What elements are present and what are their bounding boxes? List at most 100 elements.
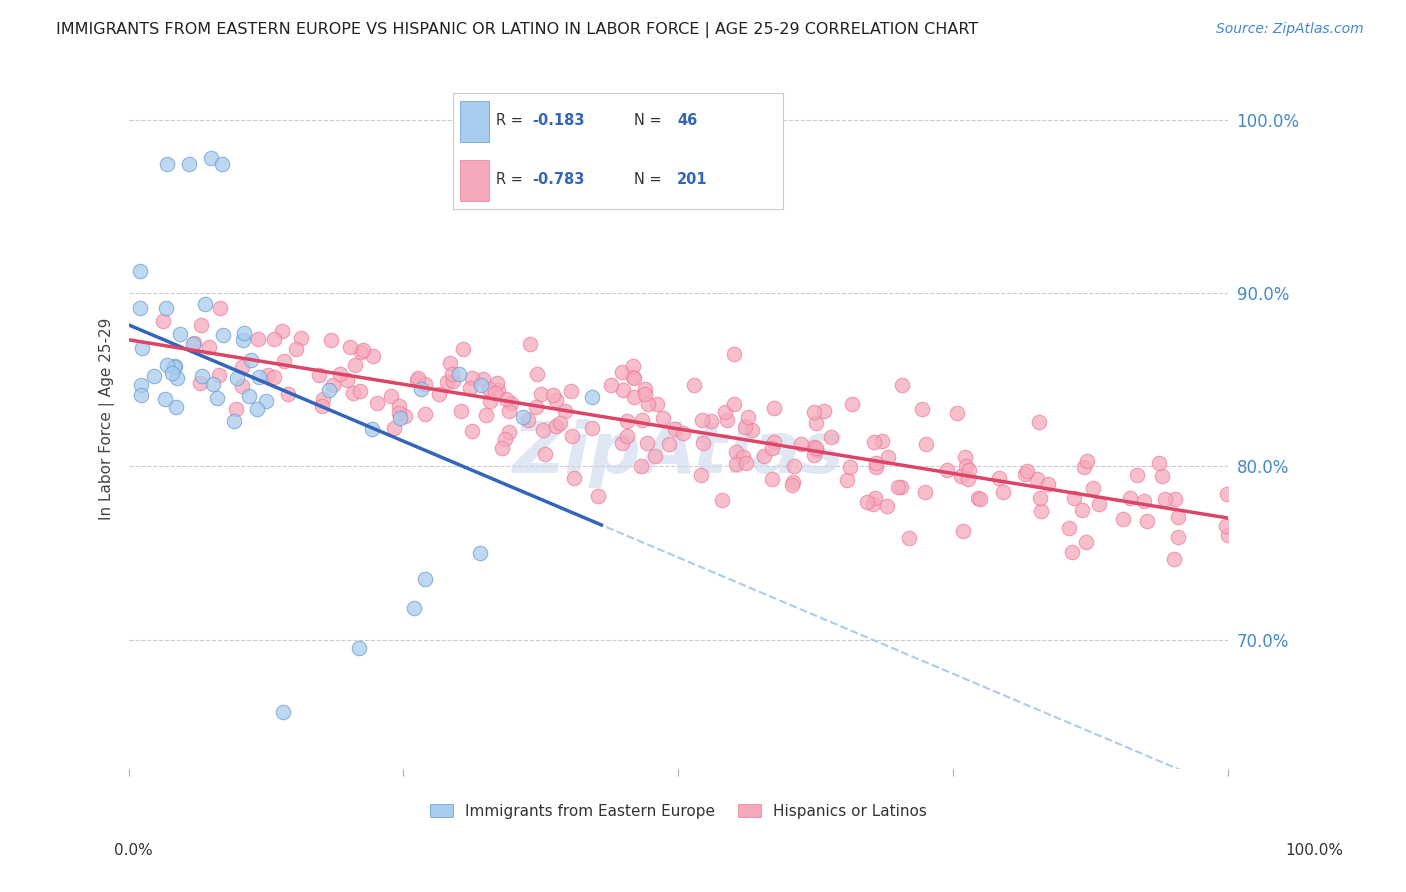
Point (763, 401, 786, 416)
Point (271, 705, 294, 719)
Point (129, 388, 152, 402)
Point (201, 376, 224, 391)
Point (190, 318, 212, 332)
Point (761, 472, 783, 486)
Point (290, 331, 312, 345)
Point (782, 475, 804, 490)
Point (388, 407, 411, 421)
Point (128, 301, 150, 315)
Point (472, 371, 495, 385)
Point (501, 395, 523, 409)
Point (935, 463, 957, 477)
Point (610, 366, 633, 380)
Point (658, 437, 681, 451)
Point (461, 371, 484, 385)
Point (1081, 481, 1104, 495)
Point (957, 462, 980, 476)
Point (1063, 491, 1085, 505)
Point (363, 349, 385, 363)
Point (1164, 492, 1187, 507)
Point (644, 449, 666, 463)
Point (162, 366, 184, 380)
Point (447, 368, 470, 382)
Point (153, 392, 176, 406)
Point (957, 472, 980, 486)
Point (339, 340, 361, 354)
Point (762, 434, 785, 449)
Point (541, 388, 564, 402)
Point (803, 440, 825, 454)
Point (1133, 493, 1156, 508)
Point (789, 437, 811, 451)
Point (952, 524, 974, 538)
Point (634, 382, 657, 396)
Point (735, 456, 758, 470)
Point (329, 368, 352, 382)
Point (690, 467, 713, 482)
Point (710, 492, 733, 507)
Point (612, 383, 634, 397)
Text: 0.0%: 0.0% (114, 843, 153, 858)
Point (1150, 469, 1173, 483)
Point (1147, 456, 1170, 470)
Point (156, 358, 179, 372)
Point (692, 435, 714, 450)
Point (731, 450, 754, 465)
Point (1028, 491, 1050, 505)
Point (839, 459, 862, 474)
Point (318, 383, 340, 397)
Point (877, 450, 900, 464)
Point (988, 471, 1011, 485)
Point (389, 410, 412, 425)
Point (415, 572, 437, 586)
Point (872, 434, 894, 448)
Point (804, 441, 827, 455)
Point (475, 409, 498, 423)
Point (945, 406, 967, 420)
Point (478, 393, 501, 408)
Point (1119, 491, 1142, 505)
Point (460, 424, 482, 438)
Point (725, 457, 748, 471)
Point (232, 333, 254, 347)
Point (754, 449, 776, 463)
Point (491, 441, 513, 455)
Point (512, 410, 534, 425)
Point (406, 371, 429, 385)
Point (544, 392, 567, 407)
Point (621, 359, 644, 373)
Point (181, 337, 204, 351)
Point (311, 399, 333, 413)
Point (863, 491, 886, 505)
Point (166, 371, 188, 385)
Point (991, 484, 1014, 499)
Point (198, 340, 221, 354)
Point (955, 458, 977, 473)
Point (623, 371, 645, 385)
Point (636, 435, 658, 450)
Point (1167, 510, 1189, 524)
Point (915, 437, 938, 451)
Point (887, 480, 910, 494)
Point (406, 373, 429, 387)
Point (285, 342, 308, 356)
Point (486, 383, 509, 397)
Point (890, 377, 912, 392)
Point (322, 378, 344, 392)
Point (803, 405, 825, 419)
Point (484, 385, 506, 400)
Point (516, 413, 538, 427)
Point (600, 377, 623, 392)
Point (429, 386, 451, 401)
Point (623, 390, 645, 404)
Point (1057, 521, 1080, 535)
Point (239, 353, 262, 368)
Point (208, 301, 231, 315)
Point (1074, 534, 1097, 549)
Point (1154, 491, 1177, 506)
Point (188, 376, 211, 390)
Point (616, 429, 638, 443)
Point (439, 356, 461, 370)
Point (803, 449, 825, 463)
Point (526, 367, 548, 381)
